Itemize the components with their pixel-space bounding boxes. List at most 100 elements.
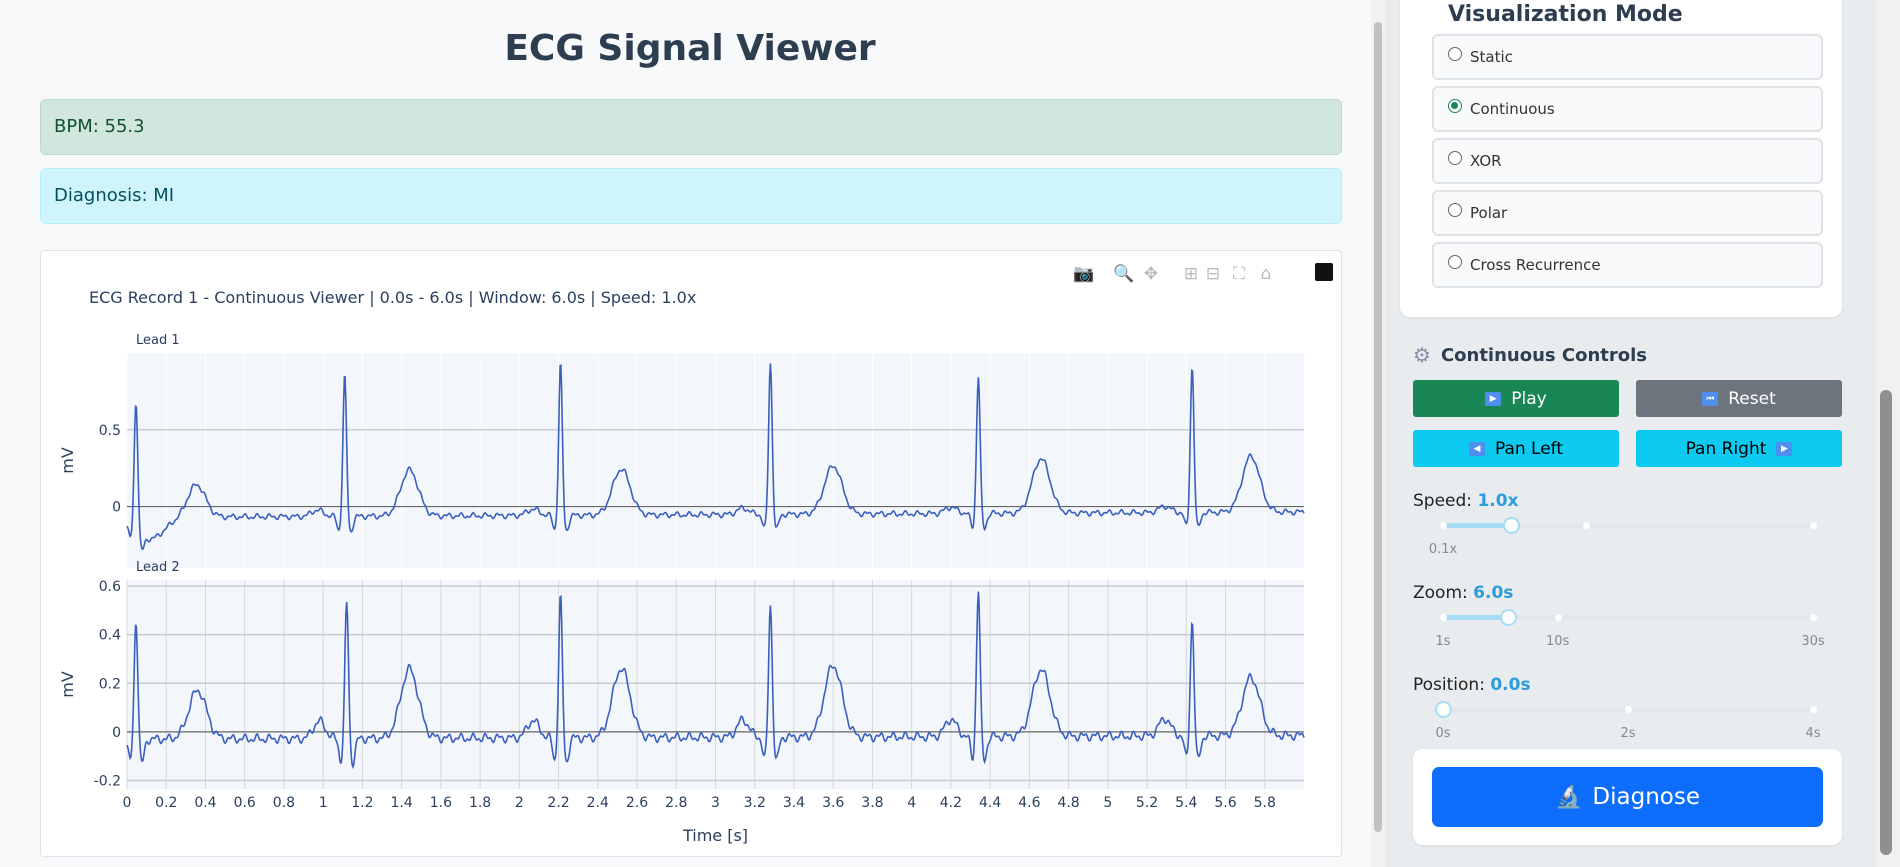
- x-tick-label: 0.2: [155, 795, 177, 811]
- slider-mark: [1582, 522, 1590, 529]
- ecg-chart-svg: ECG Record 1 - Continuous Viewer | 0.0s …: [58, 262, 1333, 845]
- slider-tick-label: 4s: [1805, 726, 1821, 741]
- speed-slider[interactable]: 0.1x: [1429, 517, 1817, 557]
- panel-scrollbar-thumb[interactable]: [1880, 390, 1892, 855]
- pan-right-label: Pan Right: [1685, 438, 1767, 459]
- x-tick-label: 5.4: [1175, 795, 1197, 811]
- panel-scrollbar[interactable]: [1876, 0, 1900, 867]
- position-slider[interactable]: 0s 2s 4s: [1435, 701, 1821, 741]
- diagnose-label: Diagnose: [1592, 784, 1700, 810]
- slider-tick-label: 10s: [1546, 634, 1570, 649]
- pan-right-button[interactable]: Pan Right ▶: [1636, 430, 1842, 467]
- zoom-label-text: Zoom:: [1413, 583, 1468, 603]
- pan-left-button[interactable]: ◀ Pan Left: [1413, 430, 1619, 467]
- slider-tick-label: 30s: [1801, 634, 1825, 649]
- x-tick-label: 3.6: [822, 795, 844, 811]
- ecg-trace-lead-1: [126, 363, 1305, 551]
- x-tick-label: 4.2: [940, 795, 962, 811]
- slider-mark: [1625, 706, 1632, 713]
- x-tick-label: 2: [515, 795, 524, 811]
- mode-option-polar[interactable]: Polar: [1432, 190, 1823, 236]
- x-tick-label: 3.2: [744, 795, 766, 811]
- zoom-icon[interactable]: 🔍: [1113, 262, 1134, 284]
- zoom-in-icon[interactable]: ⊞: [1184, 264, 1198, 284]
- y-tick-label: 0.5: [99, 423, 121, 439]
- diagnosis-alert: Diagnosis: MI: [40, 168, 1342, 224]
- continuous-controls-label: Continuous Controls: [1440, 344, 1648, 366]
- zoom-label: Zoom: 6.0s: [1413, 583, 1513, 603]
- slider-handle[interactable]: [1499, 609, 1517, 626]
- play-label: Play: [1511, 388, 1547, 409]
- main-scrollbar-thumb[interactable]: [1374, 22, 1382, 832]
- pan-icon[interactable]: ✥: [1144, 264, 1158, 284]
- radio-icon[interactable]: [1448, 203, 1462, 217]
- play-icon: ▶: [1485, 391, 1502, 406]
- mode-option-xor[interactable]: XOR: [1432, 138, 1823, 184]
- main-scrollbar[interactable]: [1371, 0, 1385, 867]
- bpm-alert: BPM: 55.3: [40, 99, 1342, 155]
- gear-icon: ⚙: [1413, 343, 1431, 367]
- y-tick-label: 0.2: [99, 676, 121, 692]
- control-panel: Visualization Mode Static Continuous XOR Po…: [1385, 0, 1876, 867]
- reset-label: Reset: [1728, 388, 1776, 409]
- x-tick-label: 5.8: [1254, 795, 1276, 811]
- x-tick-label: 1.6: [430, 795, 452, 811]
- x-tick-label: 5.2: [1136, 795, 1158, 811]
- x-tick-label: 0.8: [273, 795, 295, 811]
- y-tick-label: 0: [112, 500, 121, 516]
- autoscale-icon[interactable]: ⛶: [1233, 264, 1245, 284]
- slider-mark: [1554, 614, 1562, 621]
- x-tick-label: 4.8: [1057, 795, 1079, 811]
- x-tick-label: 4: [907, 795, 916, 811]
- mode-option-label: XOR: [1470, 152, 1502, 170]
- slider-mark: [1810, 614, 1817, 621]
- slider-handle[interactable]: [1435, 701, 1452, 718]
- pan-left-label: Pan Left: [1494, 438, 1564, 459]
- slider-tick-label: 0.1x: [1428, 542, 1458, 557]
- x-tick-label: 0.6: [234, 795, 256, 811]
- visualization-mode-title: Visualization Mode: [1448, 2, 1683, 27]
- radio-icon[interactable]: [1448, 99, 1462, 113]
- y-axis-label: mV: [58, 447, 77, 474]
- x-axis-label: Time [s]: [682, 826, 748, 845]
- x-tick-label: 2.4: [587, 795, 609, 811]
- mode-option-static[interactable]: Static: [1432, 34, 1823, 80]
- mode-option-cross-recurrence[interactable]: Cross Recurrence: [1432, 242, 1823, 288]
- slider-mark: [1440, 614, 1447, 621]
- play-button[interactable]: ▶ Play: [1413, 380, 1619, 417]
- diagnose-button[interactable]: 🔬 Diagnose: [1432, 767, 1823, 827]
- mode-option-continuous[interactable]: Continuous: [1432, 86, 1823, 132]
- slider-tick-label: 0s: [1435, 726, 1451, 741]
- slider-mark: [1810, 522, 1817, 529]
- plotly-logo-icon: [1315, 263, 1333, 281]
- slider-fill: [1443, 615, 1508, 620]
- right-arrow-icon: ▶: [1776, 441, 1793, 456]
- ecg-trace-lead-2: [126, 591, 1305, 770]
- slider-handle[interactable]: [1503, 517, 1521, 534]
- zoom-out-icon[interactable]: ⊟: [1206, 264, 1220, 284]
- y-tick-label: 0.4: [99, 628, 121, 644]
- visualization-mode-card: Visualization Mode Static Continuous XOR Po…: [1400, 0, 1842, 317]
- radio-icon[interactable]: [1448, 255, 1462, 269]
- x-tick-label: 1.8: [469, 795, 491, 811]
- slider-tick-label: 1s: [1435, 634, 1451, 649]
- left-arrow-icon: ◀: [1468, 441, 1485, 456]
- y-tick-label: -0.2: [94, 773, 121, 789]
- zoom-slider[interactable]: 1s 10s 30s: [1435, 609, 1825, 649]
- x-tick-label: 2.6: [626, 795, 648, 811]
- position-label-text: Position:: [1413, 675, 1485, 695]
- slider-mark: [1810, 706, 1817, 713]
- position-label: Position: 0.0s: [1413, 675, 1531, 695]
- x-tick-label: 4.6: [1018, 795, 1040, 811]
- home-icon[interactable]: ⌂: [1261, 264, 1272, 284]
- slider-fill: [1443, 523, 1512, 528]
- radio-icon[interactable]: [1448, 151, 1462, 165]
- diagnose-card: 🔬 Diagnose: [1413, 749, 1842, 845]
- x-tick-label: 0: [123, 795, 132, 811]
- camera-icon[interactable]: 📷: [1073, 264, 1094, 284]
- ecg-chart[interactable]: ECG Record 1 - Continuous Viewer | 0.0s …: [40, 250, 1342, 857]
- page-title: ECG Signal Viewer: [504, 28, 876, 69]
- radio-icon[interactable]: [1448, 47, 1462, 61]
- reset-button[interactable]: ⏮ Reset: [1636, 380, 1842, 417]
- lead-label: Lead 2: [136, 560, 180, 575]
